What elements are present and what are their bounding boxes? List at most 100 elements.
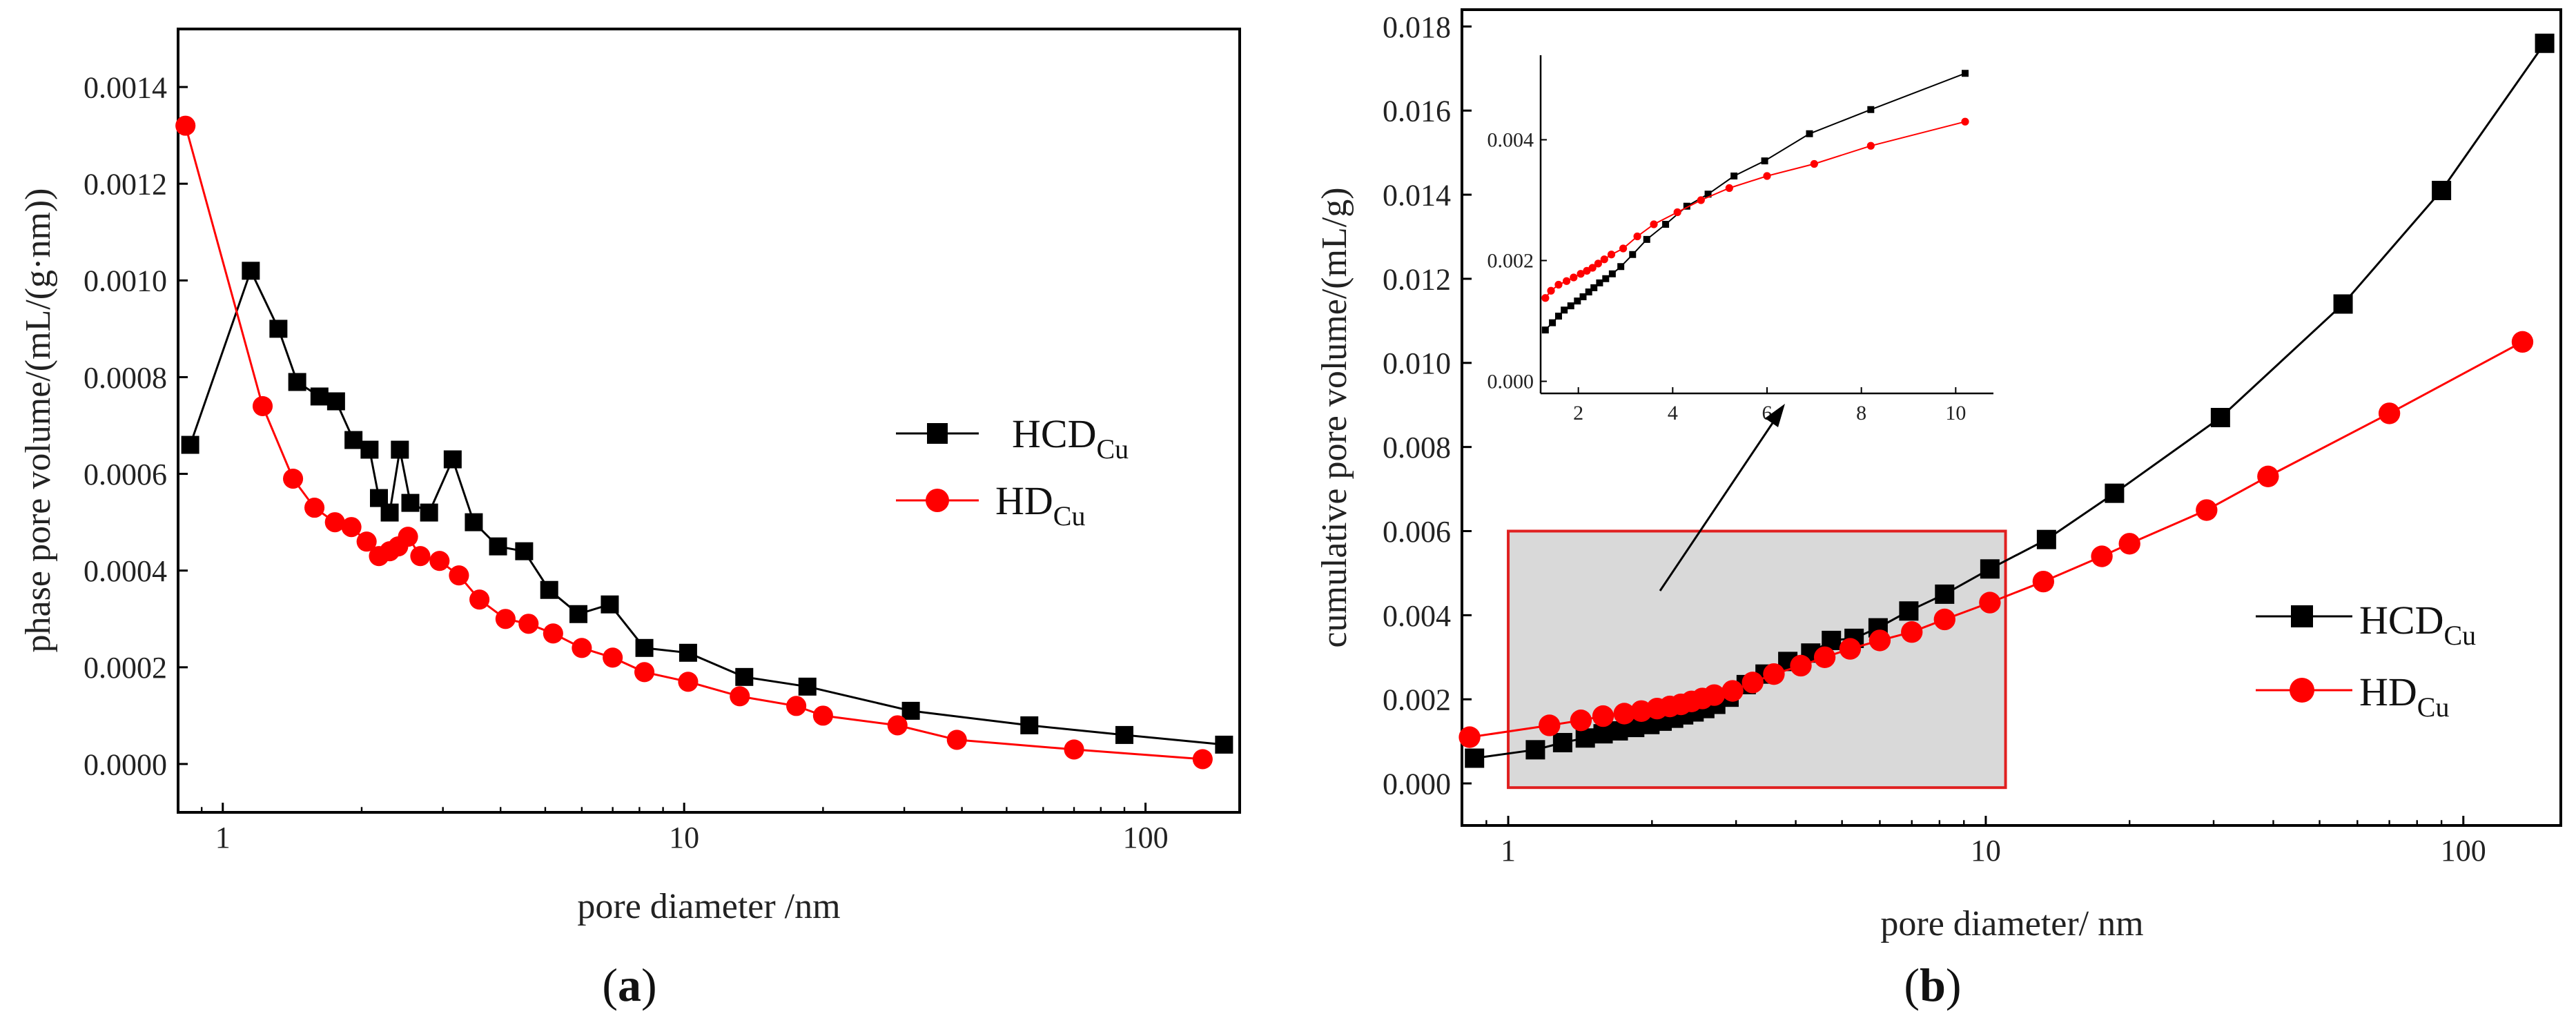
data-point-hcd: [465, 513, 483, 531]
y-tick-label: 0.0000: [84, 747, 167, 781]
legend-marker-hcd: [927, 423, 948, 444]
inset-x-tick-label: 8: [1856, 402, 1866, 424]
data-point-hd: [1539, 714, 1561, 736]
x-tick-label: 100: [1123, 821, 1169, 854]
data-point-hd: [1607, 251, 1616, 259]
chart-a-y-axis-label: phase pore volume/(mL/(g·nm)): [19, 188, 58, 653]
data-point-hcd: [1525, 740, 1545, 760]
data-point-hd: [2257, 465, 2279, 487]
data-point-hd: [449, 565, 469, 586]
data-point-hd: [2511, 331, 2534, 353]
data-point-hcd: [635, 638, 654, 657]
data-point-hcd: [181, 436, 199, 454]
inset-y-tick-label: 0.000: [1487, 371, 1534, 393]
y-tick-label: 0.0014: [84, 70, 167, 104]
data-point-hd: [175, 115, 196, 136]
data-point-hcd: [489, 537, 507, 556]
data-point-hd: [1547, 286, 1555, 295]
data-point-hcd: [515, 542, 534, 560]
data-point-hd: [1541, 294, 1550, 302]
data-point-hcd: [1115, 725, 1133, 744]
chart-b-y-ticks: 0.000 0.002 0.004 0.006 0.008 0.010 0.012 0.014…: [1383, 10, 1472, 801]
data-point-hd: [1810, 159, 1818, 168]
data-point-hd: [786, 696, 807, 716]
zoom-arrow: [1659, 404, 1785, 591]
chart-a-series: [175, 115, 1233, 770]
inset-x-tick-label: 2: [1573, 402, 1583, 424]
data-point-hd: [1697, 196, 1705, 204]
data-point-hcd: [269, 320, 288, 338]
chart-b-highlight-region: [1507, 529, 2007, 790]
data-point-hcd: [391, 440, 409, 459]
data-point-hd: [2118, 533, 2140, 555]
data-point-hd: [1868, 629, 1891, 652]
data-point-hd: [1592, 705, 1614, 727]
data-point-hcd: [2105, 483, 2125, 503]
data-point-hcd: [798, 677, 817, 696]
chart-a-legend: HCDCu HDCu: [896, 411, 1129, 531]
data-point-hd: [304, 498, 325, 518]
data-point-hcd: [1585, 288, 1592, 295]
legend-marker-hd: [2290, 678, 2314, 703]
y-tick-label: 0.002: [1383, 683, 1451, 717]
data-point-hd: [1790, 654, 1812, 677]
inset-background: [1538, 50, 1996, 398]
inset-y-tick-label: 0.002: [1487, 250, 1534, 273]
data-point-hd: [1703, 684, 1726, 706]
data-point-hd: [469, 589, 490, 610]
panel-label-a: a: [618, 959, 641, 1011]
data-point-hcd: [1552, 732, 1572, 752]
legend-marker-hcd: [2291, 605, 2313, 627]
data-point-hcd: [1643, 235, 1650, 243]
data-point-hd: [324, 512, 345, 533]
data-point-hd: [1933, 608, 1955, 631]
data-point-hd: [1570, 273, 1578, 282]
legend-label-hcd: HCD: [2359, 598, 2443, 643]
data-point-hd: [603, 647, 623, 668]
legend-label-hd: HD: [995, 478, 1053, 523]
data-point-hd: [518, 614, 539, 634]
data-point-hd: [634, 662, 655, 683]
data-point-hcd: [2535, 33, 2555, 53]
svg-text:(a): (a): [602, 959, 656, 1011]
data-point-hcd: [1554, 313, 1562, 320]
data-point-hd: [1554, 280, 1563, 289]
data-point-hd: [1901, 621, 1923, 643]
data-point-hcd: [569, 605, 588, 623]
data-point-hd: [946, 730, 967, 750]
legend-label-hcd: HCD: [1012, 411, 1096, 456]
data-point-hcd: [380, 503, 399, 522]
data-point-hd: [1961, 117, 1969, 126]
data-point-hd: [283, 469, 304, 489]
y-tick-label: 0.018: [1383, 10, 1451, 44]
y-tick-label: 0.0006: [84, 458, 167, 491]
data-point-hcd: [1020, 716, 1039, 734]
svg-text:HDCu: HDCu: [2359, 669, 2449, 723]
data-point-hcd: [1806, 130, 1813, 137]
chart-b-x-ticks: 1 10 100: [1485, 816, 2486, 868]
data-point-hcd: [601, 595, 619, 614]
data-point-hd: [1721, 680, 1744, 702]
chart-b-plot-frame: [1461, 8, 2562, 827]
chart-a-x-axis-label: pore diameter /nm: [577, 887, 840, 926]
data-point-hcd: [901, 701, 920, 720]
x-tick-label: 10: [669, 821, 699, 854]
data-point-hd: [1064, 739, 1084, 760]
data-point-hd: [1600, 255, 1608, 264]
svg-text:HCDCu: HCDCu: [1012, 411, 1129, 464]
data-point-hcd: [1683, 202, 1690, 210]
data-point-hcd: [2432, 180, 2452, 200]
legend-marker-hd: [926, 489, 949, 512]
data-point-hcd: [1629, 251, 1637, 258]
data-point-hcd: [1561, 306, 1568, 314]
data-point-hcd: [2333, 294, 2353, 314]
data-point-hcd: [1899, 601, 1919, 621]
y-tick-label: 0.004: [1383, 599, 1451, 633]
data-point-hd: [1562, 277, 1571, 285]
data-point-hd: [356, 531, 377, 552]
data-point-hcd: [401, 493, 420, 512]
data-point-hcd: [735, 667, 754, 686]
